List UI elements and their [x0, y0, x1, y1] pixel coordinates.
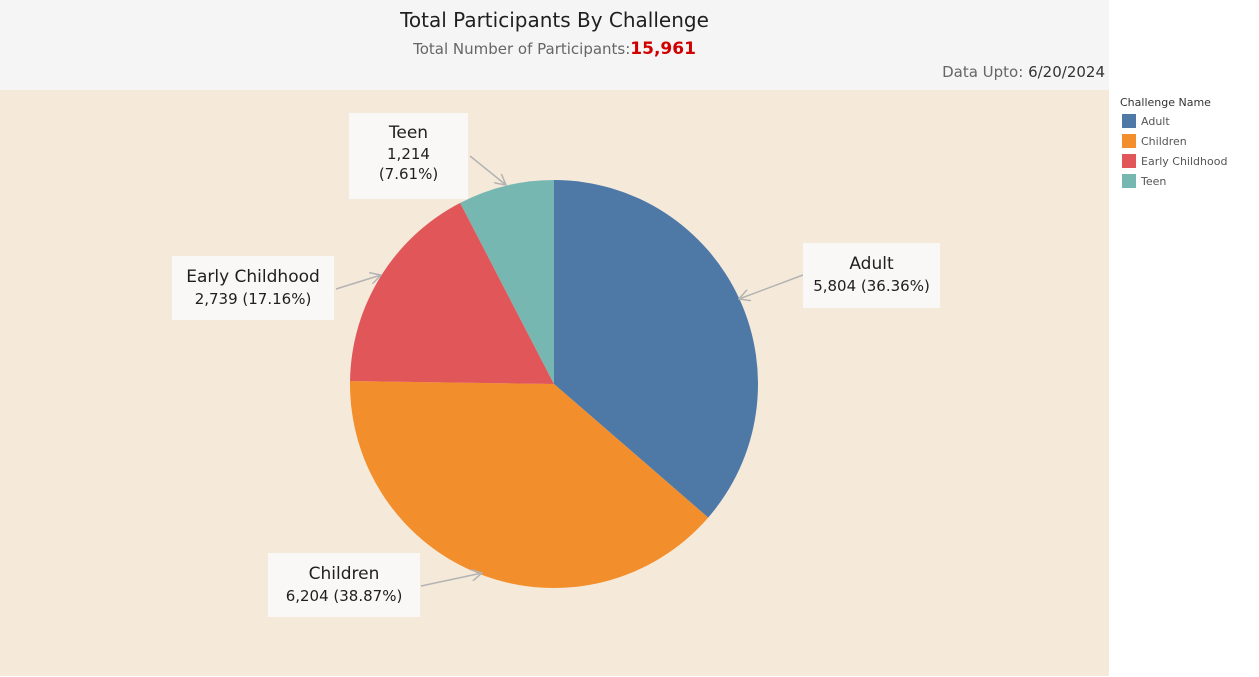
legend-label-teen: Teen: [1141, 174, 1167, 188]
legend-title: Challenge Name: [1120, 96, 1211, 109]
callout-arrow-early-childhood: [335, 275, 381, 290]
legend-swatch-teen: [1122, 174, 1136, 188]
callout-children-name: Children: [308, 564, 380, 584]
pie-slice-early-childhood[interactable]: [350, 202, 554, 384]
total-participants-value: 15,961: [630, 39, 696, 59]
legend-swatch-adult: [1122, 114, 1136, 128]
callout-arrow-children: [420, 573, 482, 587]
pie-slice-children[interactable]: [350, 381, 709, 588]
pie-chart: [335, 155, 804, 588]
callout-adult: Adult 5,804 (36.36%): [803, 243, 940, 308]
callout-children-value: 6,204 (38.87%): [285, 587, 403, 605]
legend-swatch-early-childhood: [1122, 154, 1136, 168]
callout-arrow-adult: [739, 274, 804, 299]
legend-swatch-children: [1122, 134, 1136, 148]
data-upto-date: 6/20/2024: [1028, 63, 1105, 81]
data-upto: Data Upto: 6/20/2024: [942, 63, 1105, 81]
legend-label-children: Children: [1141, 134, 1187, 148]
chart-title: Total Participants By Challenge: [400, 8, 709, 32]
legend-item-children[interactable]: Children: [1122, 133, 1187, 149]
callout-early-childhood-name: Early Childhood: [186, 267, 320, 287]
callout-arrow-teen: [469, 155, 506, 185]
legend-item-adult[interactable]: Adult: [1122, 113, 1170, 129]
callout-children: Children 6,204 (38.87%): [268, 553, 420, 617]
callout-adult-value: 5,804 (36.36%): [813, 277, 930, 295]
pie-slices: [350, 180, 759, 588]
callout-early-childhood: Early Childhood 2,739 (17.16%): [172, 256, 334, 320]
data-upto-label: Data Upto:: [942, 63, 1024, 81]
legend-item-teen[interactable]: Teen: [1122, 173, 1166, 189]
callout-early-childhood-value: 2,739 (17.16%): [194, 290, 312, 308]
chart-area: Teen 1,214 (7.61%) Early Childhood 2,739…: [0, 90, 1109, 676]
total-participants-label: Total Number of Participants:: [413, 40, 631, 58]
callout-teen: Teen 1,214 (7.61%): [349, 113, 468, 199]
total-participants: Total Number of Participants:15,961: [0, 39, 1109, 59]
callout-teen-value: 1,214: [387, 145, 430, 163]
header: Total Participants By Challenge Total Nu…: [0, 0, 1109, 90]
legend-label-early-childhood: Early Childhood: [1141, 154, 1228, 168]
callout-teen-name: Teen: [388, 123, 429, 143]
legend-label-adult: Adult: [1141, 114, 1170, 128]
legend-item-early-childhood[interactable]: Early Childhood: [1122, 153, 1227, 169]
pie-slice-adult[interactable]: [554, 180, 759, 518]
pie-slice-teen[interactable]: [460, 180, 554, 384]
callout-adult-name: Adult: [849, 254, 894, 274]
legend: Challenge Name Adult Children Early Chil…: [1109, 90, 1259, 676]
callout-teen-percent: (7.61%): [378, 165, 439, 183]
